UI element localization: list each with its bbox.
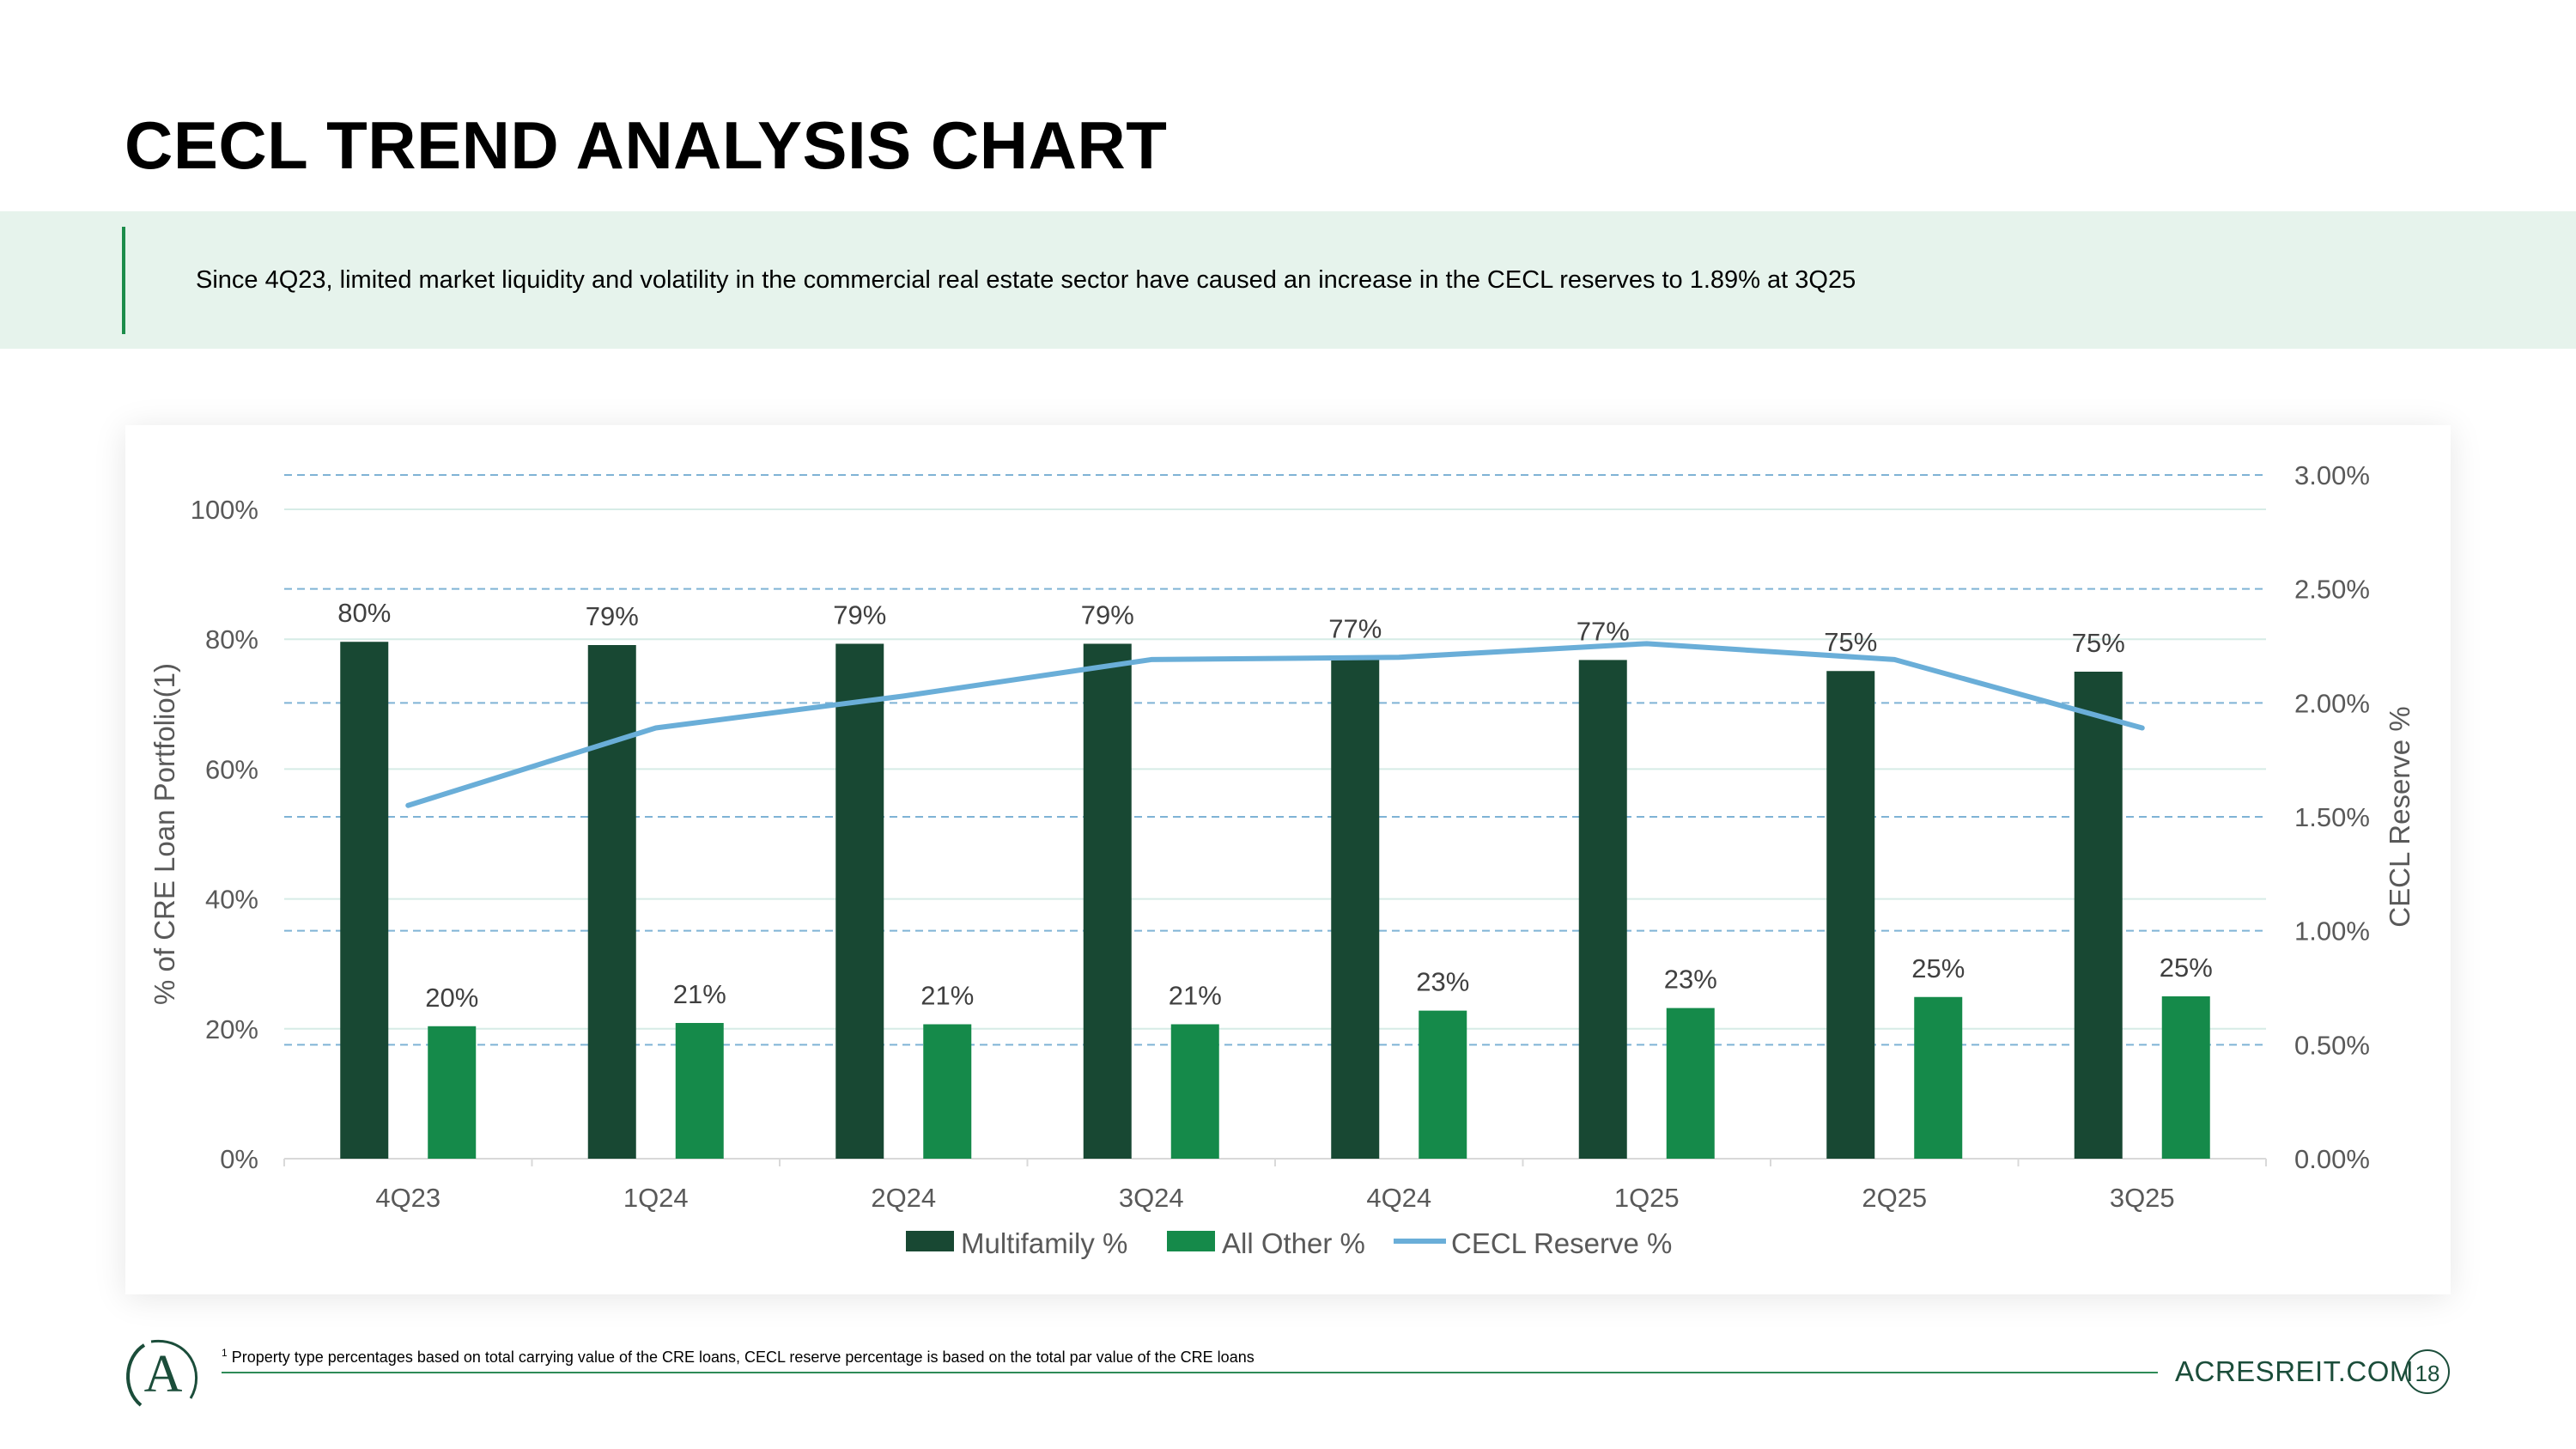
bar-multifamily (587, 645, 636, 1159)
y-right-axis-title: CECL Reserve % (2384, 706, 2415, 927)
y-right-tick-label: 2.50% (2294, 575, 2370, 605)
data-label-all-other: 25% (1911, 953, 1965, 983)
y-right-tick-label: 1.50% (2294, 802, 2370, 832)
footer-divider (222, 1372, 2158, 1373)
y-left-tick-label: 60% (205, 754, 258, 784)
data-label-multifamily: 79% (586, 601, 639, 631)
banner-text: Since 4Q23, limited market liquidity and… (196, 266, 1856, 294)
bar-multifamily (1331, 657, 1380, 1159)
data-label-all-other: 21% (920, 981, 974, 1011)
bar-multifamily (1083, 643, 1132, 1159)
y-right-tick-label: 0.50% (2294, 1030, 2370, 1060)
y-right-tick-label: 2.00% (2294, 688, 2370, 718)
bar-all-other (923, 1024, 972, 1159)
data-label-multifamily: 79% (1081, 600, 1134, 630)
data-label-multifamily: 75% (2072, 628, 2125, 658)
bar-multifamily (340, 642, 389, 1159)
bar-multifamily (1826, 671, 1875, 1159)
y-left-tick-label: 100% (191, 495, 258, 525)
acres-logo: A (126, 1339, 198, 1407)
y-left-tick-label: 20% (205, 1014, 258, 1044)
footnote: 1 Property type percentages based on tot… (222, 1347, 1255, 1367)
data-label-multifamily: 77% (1328, 613, 1382, 643)
data-label-all-other: 23% (1416, 967, 1469, 997)
data-label-multifamily: 79% (833, 600, 886, 630)
x-tick-label: 3Q24 (1119, 1183, 1184, 1213)
footnote-text: Property type percentages based on total… (231, 1349, 1255, 1366)
bar-all-other (428, 1026, 477, 1159)
page-number: 18 (2405, 1349, 2450, 1394)
x-tick-label: 3Q25 (2110, 1183, 2175, 1213)
x-tick-label: 2Q25 (1862, 1183, 1927, 1213)
y-left-axis-title: % of CRE Loan Portfolio(1) (149, 663, 180, 1005)
x-tick-label: 1Q25 (1614, 1183, 1680, 1213)
x-tick-label: 2Q24 (871, 1183, 936, 1213)
legend-label-all-other: All Other % (1222, 1227, 1365, 1259)
data-label-all-other: 23% (1664, 965, 1717, 995)
y-left-tick-label: 80% (205, 624, 258, 654)
bar-all-other (1666, 1008, 1715, 1159)
data-label-multifamily: 80% (337, 598, 391, 628)
y-right-tick-label: 3.00% (2294, 460, 2370, 490)
data-label-all-other: 25% (2160, 953, 2213, 983)
legend-swatch-multifamily (906, 1231, 954, 1251)
data-label-all-other: 21% (1169, 981, 1222, 1011)
bar-all-other (1914, 996, 1963, 1159)
bar-multifamily (835, 643, 884, 1159)
logo-letter: A (144, 1345, 183, 1403)
bar-all-other (2161, 996, 2210, 1159)
bar-multifamily (2074, 672, 2123, 1159)
x-tick-label: 4Q23 (375, 1183, 440, 1213)
y-left-tick-label: 40% (205, 885, 258, 915)
cecl-trend-chart: 0% 20% 40% 60% 80% 100% 0.00% 0.50% 1.00% 1.50% 2.… (149, 460, 2415, 1259)
legend-label-cecl: CECL Reserve % (1451, 1227, 1672, 1259)
data-label-all-other: 20% (425, 983, 478, 1013)
x-tick-label: 4Q24 (1366, 1183, 1431, 1213)
bar-all-other (1419, 1010, 1467, 1159)
bar-all-other (1170, 1024, 1219, 1159)
y-left-tick-label: 0% (220, 1144, 258, 1174)
footnote-marker: 1 (222, 1347, 228, 1359)
banner-accent-bar (122, 227, 125, 334)
summary-banner: Since 4Q23, limited market liquidity and… (0, 211, 2576, 349)
x-tick-label: 1Q24 (623, 1183, 689, 1213)
series-line-cecl (405, 641, 2145, 808)
website-link[interactable]: ACRESREIT.COM (2175, 1355, 2414, 1387)
data-label-multifamily: 75% (1824, 627, 1877, 657)
legend-label-multifamily: Multifamily % (961, 1227, 1127, 1259)
chart-card: 0% 20% 40% 60% 80% 100% 0.00% 0.50% 1.00% 1.50% 2.… (125, 425, 2451, 1294)
y-right-tick-label: 1.00% (2294, 916, 2370, 947)
legend-swatch-all-other (1167, 1231, 1215, 1251)
page-title: CECL TREND ANALYSIS CHART (125, 107, 1168, 183)
y-right-tick-label: 0.00% (2294, 1144, 2370, 1174)
bar-multifamily (1578, 660, 1627, 1159)
data-label-multifamily: 77% (1577, 616, 1630, 646)
data-label-all-other: 21% (673, 979, 726, 1009)
bar-all-other (675, 1022, 724, 1159)
